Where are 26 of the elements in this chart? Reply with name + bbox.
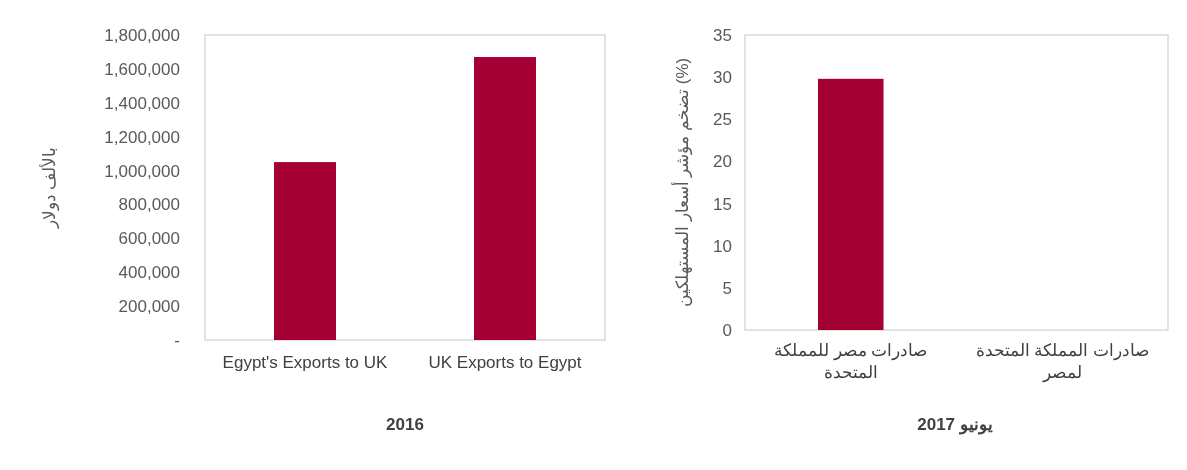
x-tick-label: UK Exports to Egypt <box>428 353 582 372</box>
y-tick-label: 15 <box>713 194 732 214</box>
y-tick-label: 200,000 <box>118 297 180 317</box>
x-tick-label: صادرات مصر للمملكة المتحدة <box>774 341 928 382</box>
y-tick-label: 600,000 <box>118 229 180 249</box>
x-axis-title: يونيو 2017 <box>917 415 993 435</box>
y-tick-label: 0 <box>722 321 732 340</box>
y-axis-title: تضخم مؤشر أسعار المستهلكين (%) <box>671 57 693 308</box>
y-axis-title: بالألف دولار <box>39 146 60 230</box>
x-axis-title: 2016 <box>386 415 424 434</box>
x-tick-label: صادرات المملكة المتحدة لمصر <box>975 341 1149 383</box>
y-tick-label: 1,800,000 <box>104 26 180 45</box>
y-tick-label: 25 <box>713 110 732 130</box>
y-tick-label: 20 <box>713 152 732 172</box>
y-tick-label: 10 <box>713 236 732 256</box>
y-tick-label: - <box>174 331 180 350</box>
y-tick-label: 35 <box>713 26 732 45</box>
y-tick-label: 1,200,000 <box>104 127 180 147</box>
y-tick-label: 1,000,000 <box>104 161 180 181</box>
x-tick-label: Egypt's Exports to UK <box>222 353 389 372</box>
y-tick-label: 1,400,000 <box>104 93 180 113</box>
y-tick-label: 1,600,000 <box>104 59 180 79</box>
y-tick-label: 5 <box>722 278 732 298</box>
y-tick-label: 800,000 <box>118 195 180 215</box>
y-tick-label: 400,000 <box>118 263 180 283</box>
y-tick-label: 30 <box>713 68 732 88</box>
